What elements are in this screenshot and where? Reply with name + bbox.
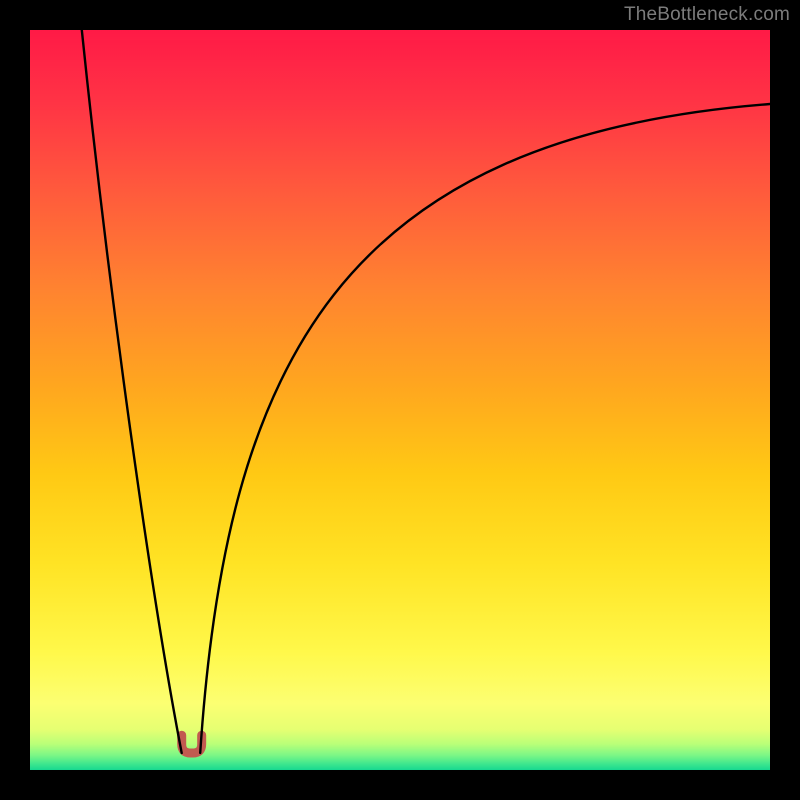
chart-stage: TheBottleneck.com bbox=[0, 0, 800, 800]
watermark-label: TheBottleneck.com bbox=[624, 4, 790, 26]
bottleneck-chart bbox=[30, 30, 770, 770]
chart-background bbox=[30, 30, 770, 770]
